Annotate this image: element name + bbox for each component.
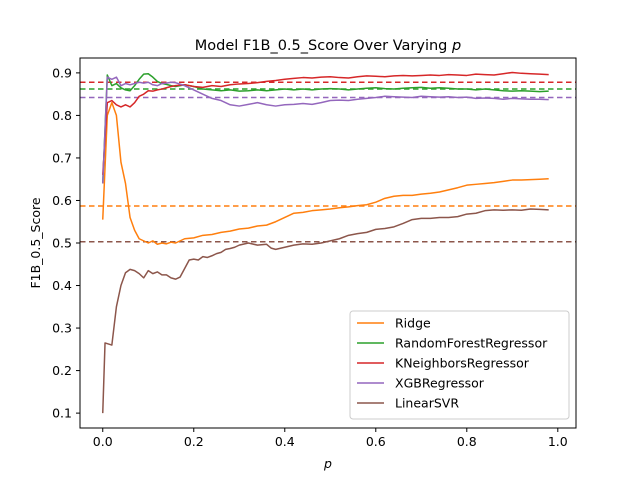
y-tick-label: 0.4 [52,278,72,293]
y-tick-label: 0.3 [52,321,72,336]
x-tick-label: 0.2 [184,434,204,449]
legend: Ridge RandomForestRegressor KNeighborsRegr… [349,310,570,420]
y-tick-label: 0.6 [52,193,72,208]
x-axis-ticks: 0.0 0.2 0.4 0.6 0.8 1.0 [93,428,568,449]
x-tick-label: 0.0 [93,434,113,449]
y-tick-label: 0.2 [52,363,72,378]
series-line-ridge [102,101,549,246]
legend-label: RandomForestRegressor [395,336,548,351]
title-prefix: Model F1B_0.5_Score Over Varying [195,38,452,54]
legend-label: Ridge [395,316,431,331]
legend-label: XGBRegressor [395,376,485,391]
y-tick-label: 0.8 [52,108,72,123]
x-tick-label: 0.4 [275,434,295,449]
y-tick-label: 0.5 [52,236,72,251]
legend-label: KNeighborsRegressor [395,356,530,371]
x-tick-label: 0.8 [457,434,477,449]
legend-box [349,310,570,420]
series-line-kneighborsregressor [102,71,549,175]
title-variable: p [451,38,461,54]
series-lines [102,71,549,414]
y-axis-label: F1B_0.5_Score [28,197,43,288]
series-line-randomforestregressor [102,72,549,184]
series-line-xgbregressor [102,76,549,184]
y-axis-ticks: 0.1 0.2 0.3 0.4 0.5 0.6 0.7 0.8 0.9 [52,65,80,421]
y-tick-label: 0.9 [52,65,72,80]
x-tick-label: 1.0 [548,434,568,449]
series-line-linearsvr [102,208,549,414]
legend-label: LinearSVR [395,396,459,411]
y-tick-label: 0.7 [52,150,72,165]
x-axis-label: p [323,456,332,471]
y-tick-label: 0.1 [52,406,72,421]
chart-title: Model F1B_0.5_Score Over Varying p [195,38,461,54]
x-tick-label: 0.6 [366,434,386,449]
